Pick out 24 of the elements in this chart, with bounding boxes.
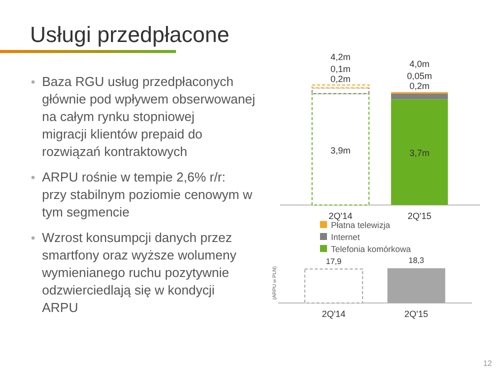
bar <box>391 94 448 100</box>
data-label: 18,3 <box>408 256 425 266</box>
text: Wzrost konsumpcji danych przez smartfony oraz wyższe wolumeny wymienianego ruchu pozytywnie odzwierciedlają się w kondycji ARPU <box>41 230 237 315</box>
text: Baza RGU usług przedpłaconych głównie pod wpływem obserwowanej na całym rynku stopniowej migracji klientów prepaid do rozwiązań kontraktowych <box>42 74 256 159</box>
data-label: 0,1m <box>330 64 351 74</box>
x-tick-label: 2Q'14 <box>328 211 352 221</box>
x-tick-label: 2Q'15 <box>404 309 428 319</box>
data-label: 17,9 <box>326 256 342 266</box>
x-tick-label: 2Q'15 <box>408 211 432 221</box>
text: Usługi przedpłacone <box>30 22 230 47</box>
total-label: 4,0m <box>409 59 430 70</box>
text: 12 <box>483 359 493 368</box>
bar <box>391 99 448 205</box>
x-tick-label: 2Q'14 <box>322 309 346 319</box>
total-label: 4,2m <box>330 52 351 62</box>
data-label: 0,05m <box>406 71 432 82</box>
data-label: 0,2m <box>409 81 430 92</box>
data-label: 0,2m <box>330 74 351 84</box>
legend-label: Telefonia komórkowa <box>331 244 412 254</box>
text: ARPU rośnie w tempie 2,6% r/r: przy stabilnym poziomie cenowym w tym segmencie <box>42 170 253 220</box>
data-label: 3,7m <box>409 148 430 158</box>
legend-label: Płatna telewizja <box>331 220 390 230</box>
data-label: 3,9m <box>330 145 351 156</box>
legend-label: Internet <box>331 232 360 242</box>
